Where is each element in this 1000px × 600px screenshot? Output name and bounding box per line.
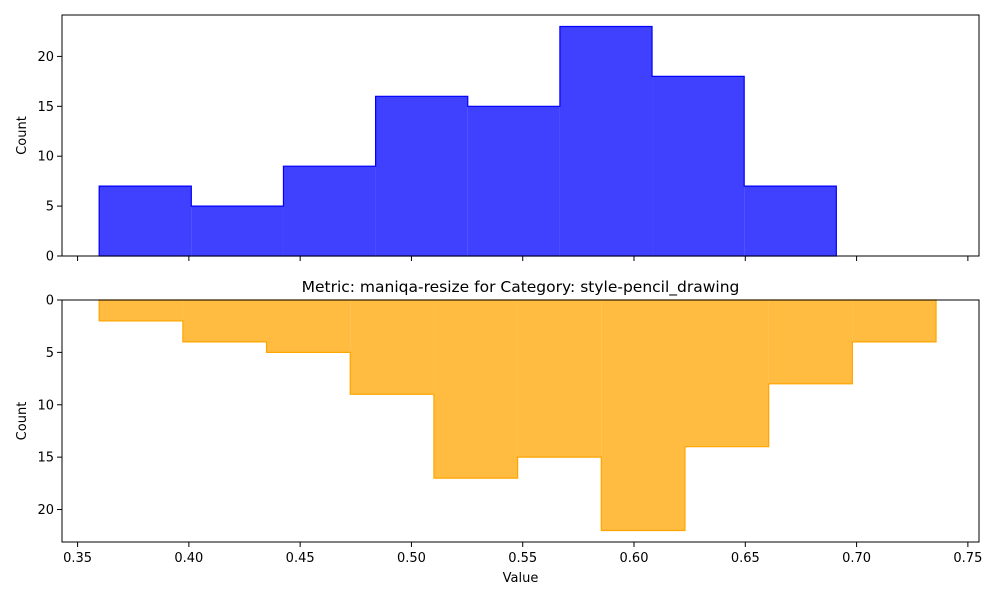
x-tick-label: 0.65: [731, 551, 760, 566]
y-tick-label: 15: [37, 451, 54, 466]
histogram-bar: [375, 96, 468, 256]
histogram-bar: [852, 300, 937, 342]
y-tick-label: 5: [46, 346, 54, 361]
histogram-bar: [601, 300, 685, 531]
histogram-bar: [99, 300, 183, 321]
x-tick-label: 0.75: [953, 551, 982, 566]
x-tick-label: 0.55: [508, 551, 537, 566]
x-axis-label: Value: [503, 571, 539, 586]
y-tick-label: 0: [46, 250, 54, 265]
histogram-bar: [283, 166, 376, 256]
histogram-bar: [191, 206, 284, 256]
bottom-histogram-panel: 0.35 0.40 0.45 0.50 0.55 0.60 0.65 0.70 0.75 0 5 10…: [15, 278, 982, 586]
histogram-bar: [99, 186, 192, 256]
y-tick-label: 15: [37, 100, 54, 115]
histogram-bar: [744, 186, 837, 256]
y-tick-label: 0: [46, 294, 54, 309]
x-tick-label: 0.35: [63, 551, 92, 566]
histogram-outline: [98, 25, 837, 257]
histogram-bar: [684, 300, 769, 447]
y-axis-label: Count: [15, 116, 30, 155]
axes-frame: [61, 14, 980, 257]
chart-title: Metric: maniqa-resize for Category: styl…: [302, 278, 740, 297]
x-tick-label: 0.45: [286, 551, 315, 566]
histogram-bar: [350, 300, 434, 395]
y-tick-label: 20: [37, 503, 54, 518]
histogram-outline: [98, 299, 937, 532]
x-tick-label: 0.60: [620, 551, 649, 566]
axes-frame: [61, 299, 980, 543]
y-tick-label: 10: [37, 150, 54, 165]
histogram-bar: [768, 300, 853, 384]
y-tick-label: 5: [46, 200, 54, 215]
histogram-bar: [266, 300, 351, 353]
x-tick-label: 0.50: [397, 551, 426, 566]
x-tick-label: 0.70: [842, 551, 871, 566]
histogram-bar: [467, 106, 560, 256]
y-tick-label: 10: [37, 398, 54, 413]
y-tick-label: 20: [37, 50, 54, 65]
histogram-bar: [182, 300, 267, 342]
histogram-bar: [433, 300, 518, 479]
x-tick-label: 0.40: [174, 551, 203, 566]
histogram-bar: [559, 26, 653, 256]
histogram-bar: [652, 76, 745, 256]
top-histogram-panel: 0 5 10 15 20 Count: [15, 14, 980, 265]
y-axis-label: Count: [15, 402, 30, 441]
histogram-bar: [517, 300, 602, 458]
